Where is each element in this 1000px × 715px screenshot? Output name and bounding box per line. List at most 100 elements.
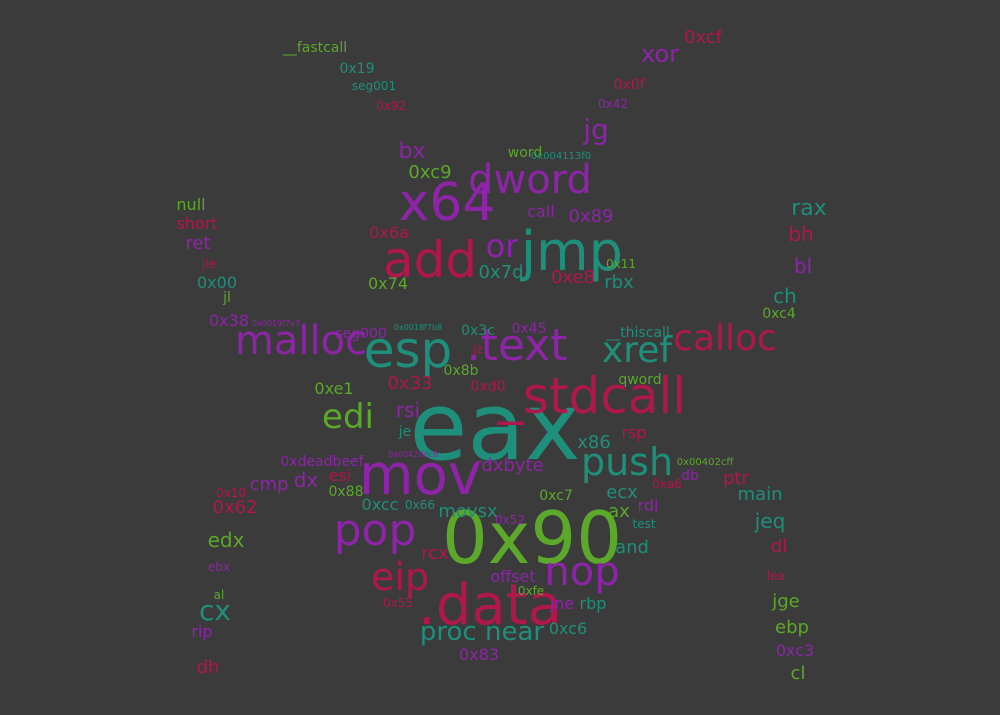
word-malloc: malloc: [234, 318, 368, 364]
word-fastcall: __fastcall: [282, 40, 348, 56]
word-lea: lea: [766, 569, 786, 583]
word-seg001: seg001: [351, 79, 397, 93]
word-0x33: 0x33: [387, 373, 433, 394]
word-edi: edi: [322, 397, 374, 437]
word-dx: dx: [293, 468, 319, 492]
word-proc-near: proc near: [419, 617, 545, 647]
word-text: .text: [466, 320, 568, 371]
word-x64: x64: [398, 173, 496, 233]
word-xref: xref: [601, 330, 673, 371]
word-nop: nop: [544, 549, 620, 595]
word-db: db: [681, 468, 699, 484]
word-rip: rip: [191, 622, 213, 641]
word-rbx: rbx: [604, 272, 634, 293]
word-jg: jg: [583, 113, 609, 146]
word-0x89: 0x89: [568, 206, 614, 227]
word-0xe1: 0xe1: [314, 379, 354, 398]
word-short: short: [176, 214, 218, 233]
word-0x10: 0x10: [215, 486, 247, 500]
word-x86: x86: [577, 432, 611, 453]
word-ret: ret: [185, 233, 211, 254]
word-0x83: 0x83: [458, 645, 500, 664]
word-jz: jz: [473, 342, 483, 356]
word-rcx: rcx: [421, 543, 449, 564]
word-0xc6: 0xc6: [548, 619, 588, 638]
word-je: je: [398, 424, 412, 440]
word-0x45: 0x45: [511, 321, 547, 337]
word-0x00: 0x00: [196, 273, 238, 292]
word-0xa6: 0xa6: [652, 477, 682, 491]
word-rsi: rsi: [395, 398, 421, 422]
word-null: null: [176, 195, 206, 214]
word-jge: jge: [772, 591, 800, 612]
word-0x11: 0x11: [605, 257, 637, 271]
word-esp: esp: [363, 321, 453, 379]
word-jle: jle: [201, 257, 217, 271]
word-ptr: ptr: [723, 468, 749, 489]
word-0xdeadbeef: 0xdeadbeef: [280, 454, 364, 470]
word-0xcf: 0xcf: [683, 27, 723, 48]
word-esi: esi: [328, 466, 352, 485]
word-cmp: cmp: [249, 474, 289, 495]
word-0x0018f7b8: 0x0018f7b8: [393, 323, 443, 332]
word-0x00402cff: 0x00402cff: [676, 457, 734, 468]
word-pop: pop: [333, 505, 417, 556]
word-0xe8: 0xe8: [550, 267, 596, 288]
word-ebp: ebp: [775, 617, 809, 638]
word-jeq: jeq: [754, 509, 786, 533]
word-ax: ax: [608, 501, 630, 522]
word-xor: xor: [640, 40, 680, 68]
word-mov: mov: [359, 443, 481, 508]
word-ecx: ecx: [606, 482, 638, 503]
word-call: call: [527, 202, 555, 221]
word-0x92: 0x92: [375, 99, 407, 113]
word-bh: bh: [788, 222, 814, 246]
word-and: and: [615, 537, 649, 558]
word-push: push: [580, 440, 674, 484]
word-word: word: [507, 145, 543, 161]
word-offset: offset: [490, 567, 536, 586]
word-0x004113f0: 0x004113f0: [530, 151, 592, 162]
word-0x74: 0x74: [367, 274, 409, 293]
word-0x52: 0x52: [494, 513, 526, 527]
word-0xd0: 0xd0: [470, 379, 506, 395]
word-rax: rax: [791, 196, 827, 221]
word-cx: cx: [199, 594, 231, 627]
word-dl: dl: [770, 536, 788, 557]
word-main: main: [737, 484, 783, 505]
word-0x6a: 0x6a: [369, 223, 409, 242]
word-0x19: 0x19: [339, 61, 375, 77]
word-0x3c: 0x3c: [461, 323, 495, 339]
word-seg000: seg000: [335, 326, 387, 342]
word-0x88: 0x88: [328, 484, 364, 500]
word-0x38: 0x38: [208, 311, 250, 330]
word-qword: qword: [618, 372, 662, 388]
word-rdi: rdi: [637, 496, 659, 515]
word-al: al: [213, 588, 225, 602]
word-0xc3: 0xc3: [775, 641, 815, 660]
word-0x8b: 0x8b: [443, 363, 479, 379]
word-0xc7: 0xc7: [539, 488, 573, 504]
word-or: or: [485, 227, 519, 265]
word-jmp: jmp: [521, 220, 623, 283]
word-0x42: 0x42: [597, 97, 629, 111]
word-ebx: ebx: [207, 560, 231, 574]
word-0x90: 0x90: [441, 496, 623, 580]
word-calloc: calloc: [673, 318, 777, 359]
word-0xfe: 0xfe: [517, 584, 545, 598]
word-0x62: 0x62: [212, 497, 258, 518]
word-test: test: [632, 517, 656, 531]
word-movsx: movsx: [438, 501, 498, 522]
word-0x0f: 0x0f: [613, 77, 645, 93]
word-0x55: 0x55: [382, 596, 414, 610]
word-rsp: rsp: [621, 423, 647, 442]
word-0xc4: 0xc4: [762, 306, 796, 322]
word-eip: eip: [370, 555, 430, 599]
word-0x0019f7e7: 0x0019f7e7: [251, 319, 301, 328]
word-bl: bl: [793, 254, 813, 278]
word-rdxbyte: rdxbyte: [474, 455, 544, 476]
word-dword: dword: [468, 157, 592, 203]
word-ch: ch: [773, 284, 797, 308]
word-eax: eax: [409, 373, 581, 482]
